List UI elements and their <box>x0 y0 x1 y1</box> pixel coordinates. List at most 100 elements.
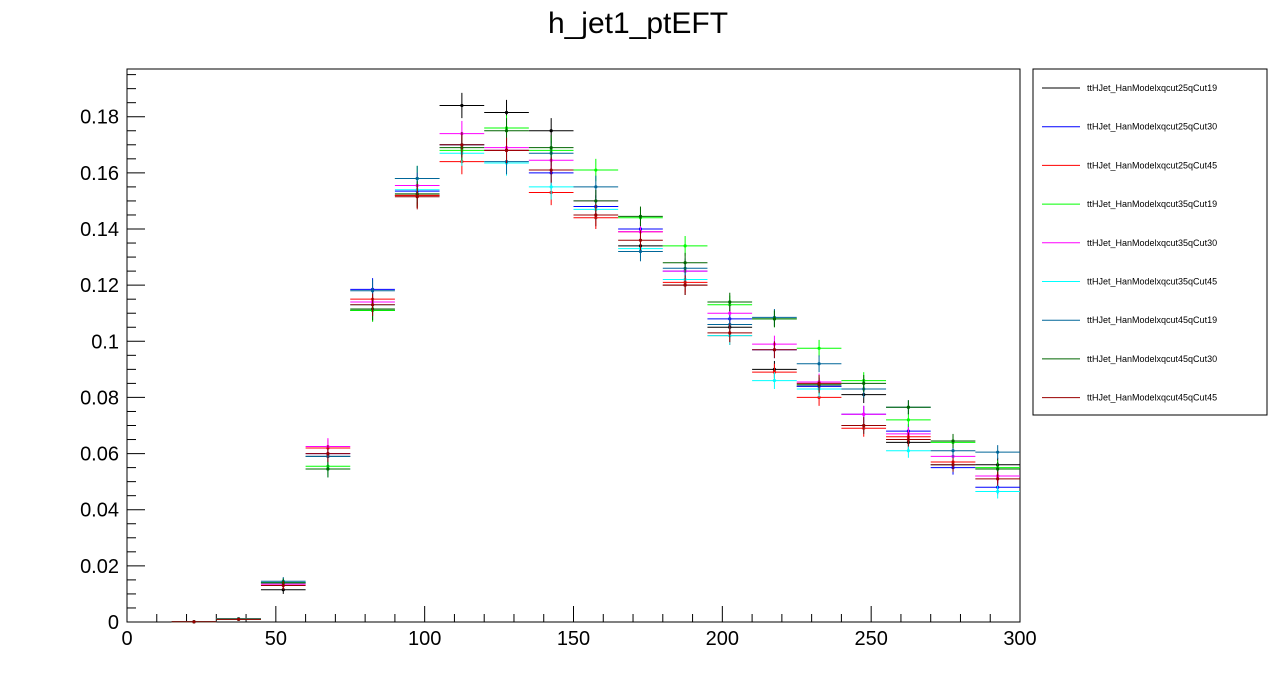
data-point <box>796 339 842 357</box>
point-marker <box>460 143 464 147</box>
data-point <box>752 372 797 390</box>
data-point <box>528 157 574 183</box>
data-point <box>394 184 440 210</box>
legend-item: ttHJet_HanModelxqcut25qCut45 <box>1042 160 1217 170</box>
point-marker <box>549 185 553 189</box>
legend-item: ttHJet_HanModelxqcut45qCut30 <box>1042 354 1217 364</box>
point-marker <box>638 249 643 254</box>
plot-frame <box>126 68 1021 623</box>
data-point <box>752 310 797 328</box>
data-point <box>886 432 931 447</box>
y-tick-label: 0.14 <box>80 219 119 241</box>
tick-labels: 0 50 100 150 200 250 300 0 0.02 0.04 0.06 0.08 0.1 0.… <box>80 107 1037 650</box>
point-marker <box>594 168 598 172</box>
point-marker <box>996 477 1000 481</box>
data-point <box>752 341 797 359</box>
y-tick-label: 0.18 <box>80 107 119 129</box>
point-marker <box>460 103 464 108</box>
y-tick-label: 0.12 <box>80 275 119 297</box>
point-marker <box>638 214 643 218</box>
point-marker <box>504 148 509 153</box>
point-marker <box>996 450 1000 454</box>
point-marker <box>996 467 1000 471</box>
data-point <box>662 236 708 256</box>
legend-item: ttHJet_HanModelxqcut35qCut19 <box>1042 199 1217 209</box>
data-point <box>439 92 485 119</box>
point-marker <box>549 145 553 150</box>
point-marker <box>772 378 777 383</box>
legend-label: ttHJet_HanModelxqcut35qCut19 <box>1087 199 1217 209</box>
data-point <box>171 620 217 624</box>
point-marker <box>237 617 241 621</box>
x-tick-label: 0 <box>121 628 132 650</box>
point-marker <box>817 362 821 366</box>
point-marker <box>862 423 866 428</box>
data-point <box>573 203 619 227</box>
point-marker <box>594 185 598 189</box>
point-marker <box>772 317 777 321</box>
point-marker <box>862 412 866 416</box>
legend-item: ttHJet_HanModelxqcut35qCut45 <box>1042 277 1217 287</box>
point-marker <box>906 405 910 409</box>
data-point <box>528 174 574 200</box>
data-point <box>975 484 1020 499</box>
legend-item: ttHJet_HanModelxqcut45qCut19 <box>1042 315 1217 325</box>
legend-label: ttHJet_HanModelxqcut25qCut19 <box>1087 83 1217 93</box>
series <box>171 132 1020 624</box>
point-marker <box>326 467 330 471</box>
y-tick-label: 0.08 <box>80 387 119 409</box>
point-marker <box>370 289 375 293</box>
data-point <box>707 323 753 343</box>
y-tick-label: 0.02 <box>80 556 119 578</box>
legend-item: ttHJet_HanModelxqcut35qCut30 <box>1042 238 1217 248</box>
point-marker <box>370 303 375 307</box>
y-tick-label: 0.06 <box>80 444 119 466</box>
point-marker <box>728 311 732 315</box>
point-marker <box>594 213 598 217</box>
data-point <box>796 355 842 373</box>
legend-label: ttHJet_HanModelxqcut45qCut19 <box>1087 315 1217 325</box>
series <box>171 118 1020 624</box>
point-marker <box>549 129 553 133</box>
legend-item: ttHJet_HanModelxqcut45qCut45 <box>1042 393 1217 403</box>
point-marker <box>817 346 821 350</box>
axis-ticks <box>126 74 1021 623</box>
data-point <box>484 137 529 164</box>
point-marker <box>192 620 196 624</box>
point-marker <box>683 244 687 248</box>
legend: ttHJet_HanModelxqcut25qCut19 ttHJet_HanMo… <box>1032 68 1268 416</box>
data-point <box>841 374 887 392</box>
point-marker <box>415 176 419 181</box>
point-marker <box>951 449 955 453</box>
legend-label: ttHJet_HanModelxqcut35qCut30 <box>1087 238 1217 248</box>
legend-entries: ttHJet_HanModelxqcut25qCut19 ttHJet_HanMo… <box>1042 83 1217 403</box>
data-point <box>886 412 931 427</box>
data-point <box>216 617 261 621</box>
y-tick-label: 0 <box>108 612 119 634</box>
data-point <box>305 445 351 462</box>
point-marker <box>281 583 285 588</box>
point-marker <box>549 168 553 172</box>
data-point <box>528 134 574 161</box>
point-marker <box>906 449 910 453</box>
data-point <box>707 292 753 312</box>
point-marker <box>638 238 643 242</box>
point-marker <box>951 463 955 467</box>
legend-label: ttHJet_HanModelxqcut45qCut45 <box>1087 393 1217 403</box>
legend-item: ttHJet_HanModelxqcut25qCut19 <box>1042 83 1217 93</box>
y-tick-label: 0.1 <box>91 331 119 353</box>
legend-label: ttHJet_HanModelxqcut25qCut45 <box>1087 160 1217 170</box>
point-marker <box>906 418 910 422</box>
point-marker <box>906 437 910 442</box>
data-point <box>662 252 708 273</box>
point-marker <box>504 129 509 133</box>
data-point <box>618 206 663 227</box>
point-marker <box>415 195 419 199</box>
data-point <box>260 581 306 590</box>
data-point <box>618 230 663 251</box>
data-point <box>886 400 931 415</box>
x-tick-label: 250 <box>854 628 887 650</box>
point-marker <box>728 300 732 304</box>
point-marker <box>817 381 821 385</box>
